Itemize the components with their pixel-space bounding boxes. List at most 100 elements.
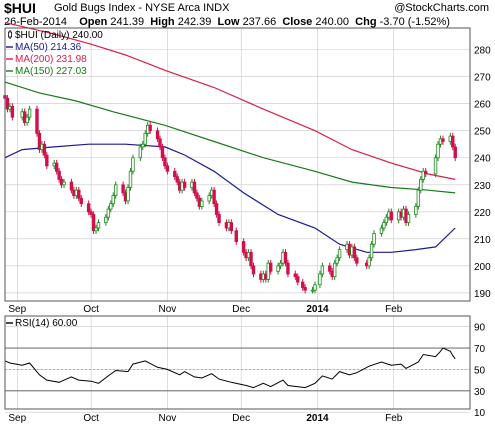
close-label: Close [282, 16, 313, 28]
ma150-line [4, 81, 456, 194]
candle-up [320, 262, 325, 278]
candle-down [389, 208, 393, 224]
candle-up [433, 154, 438, 178]
legend-entry-price: $HUI (Daily) 240.00 [15, 30, 103, 41]
legend-candle-icon [8, 30, 12, 39]
candle-body [91, 214, 96, 232]
candle-down [352, 243, 357, 261]
candle-up [96, 219, 101, 232]
candle-up [337, 246, 342, 261]
candle-up [382, 219, 386, 232]
candle-down [175, 173, 179, 186]
candle-down [148, 122, 152, 134]
candle-up [379, 224, 384, 237]
candle-up [128, 168, 133, 191]
price-y-tick-label: 260 [474, 100, 491, 111]
candle-body [207, 195, 211, 202]
candle-down [234, 227, 238, 245]
candle-up [106, 205, 111, 221]
candle-body [5, 97, 10, 110]
candle-body [379, 227, 384, 234]
price-x-tick-label: 2014 [306, 304, 329, 315]
price-y-tick-label: 280 [474, 46, 491, 57]
candle-body [126, 187, 130, 202]
source-watermark: @StockCharts.com [394, 2, 489, 14]
candle-body [313, 284, 317, 291]
candle-down [249, 249, 253, 270]
candle-body [355, 257, 359, 264]
candle-up [332, 259, 337, 280]
candle-down [69, 178, 74, 194]
price-y-tick-label: 210 [474, 235, 491, 246]
candle-down [241, 238, 246, 256]
low-value: 237.66 [242, 16, 277, 28]
candle-down [300, 278, 305, 291]
candle-body [155, 130, 160, 140]
candle-body [382, 222, 386, 229]
candle-up [138, 143, 143, 161]
candle-down [54, 159, 59, 175]
candle-body [369, 243, 374, 259]
price-x-tick-label: Sep [8, 304, 26, 315]
index-name: Gold Bugs Index - NYSE Arca INDX [54, 2, 230, 14]
candle-body [89, 211, 93, 215]
candle-down [451, 132, 455, 151]
candle-body [200, 200, 204, 207]
candle-body [158, 138, 162, 148]
candle-up [318, 270, 322, 289]
candle-down [5, 95, 10, 113]
candle-body [293, 273, 298, 278]
candle-body [419, 178, 423, 191]
candle-body [421, 170, 425, 180]
candle-down [158, 135, 162, 151]
open-value: 241.39 [110, 16, 145, 28]
rsi-x-tick-label: Dec [232, 413, 250, 424]
candle-down [45, 151, 49, 170]
change-value: -3.70 (-1.52%) [379, 16, 450, 28]
candle-down [89, 208, 93, 218]
candle-up [278, 259, 283, 270]
close-value: 240.00 [315, 16, 350, 28]
price-y-tick-label: 230 [474, 181, 491, 192]
price-y-tick-label: 200 [474, 262, 491, 273]
candle-up [25, 113, 29, 126]
candle-up [369, 240, 374, 261]
candle-down [441, 135, 445, 145]
candle-down [212, 186, 216, 207]
candle-body [131, 157, 135, 172]
rsi-frame [4, 315, 471, 410]
rsi-line [4, 347, 456, 389]
candle-body [160, 146, 165, 159]
candle-up [313, 281, 317, 294]
candle-down [328, 262, 332, 275]
candle-body [54, 162, 59, 172]
price-y-tick-label: 270 [474, 73, 491, 84]
candle-up [436, 140, 440, 161]
candle-down [57, 168, 61, 183]
candle-body [433, 157, 438, 175]
candle-body [192, 181, 197, 194]
candle-up [114, 181, 118, 199]
rsi-x-tick-label: Nov [158, 413, 176, 424]
price-x-tick-label: Nov [158, 304, 176, 315]
candle-body [143, 133, 147, 145]
candle-down [173, 168, 177, 180]
candle-body [163, 157, 167, 167]
rsi-x-tick-label: Sep [8, 413, 26, 424]
candle-body [212, 189, 216, 205]
legend-entry-rsi: RSI(14) 60.00 [15, 318, 78, 329]
rsi-y-tick-label: 30 [474, 387, 486, 398]
legend-entry-ma150: MA(150) 227.03 [15, 66, 87, 77]
candle-body [62, 181, 66, 186]
candle-down [10, 103, 15, 121]
candle-body [384, 216, 389, 224]
candle-body [328, 265, 332, 272]
candle-body [436, 143, 440, 159]
candle-down [283, 249, 288, 267]
candle-down [269, 259, 273, 275]
candle-body [310, 289, 315, 292]
candle-body [35, 108, 39, 134]
price-x-tick-label: Feb [385, 304, 403, 315]
candle-body [300, 281, 305, 288]
candle-down [42, 140, 47, 159]
